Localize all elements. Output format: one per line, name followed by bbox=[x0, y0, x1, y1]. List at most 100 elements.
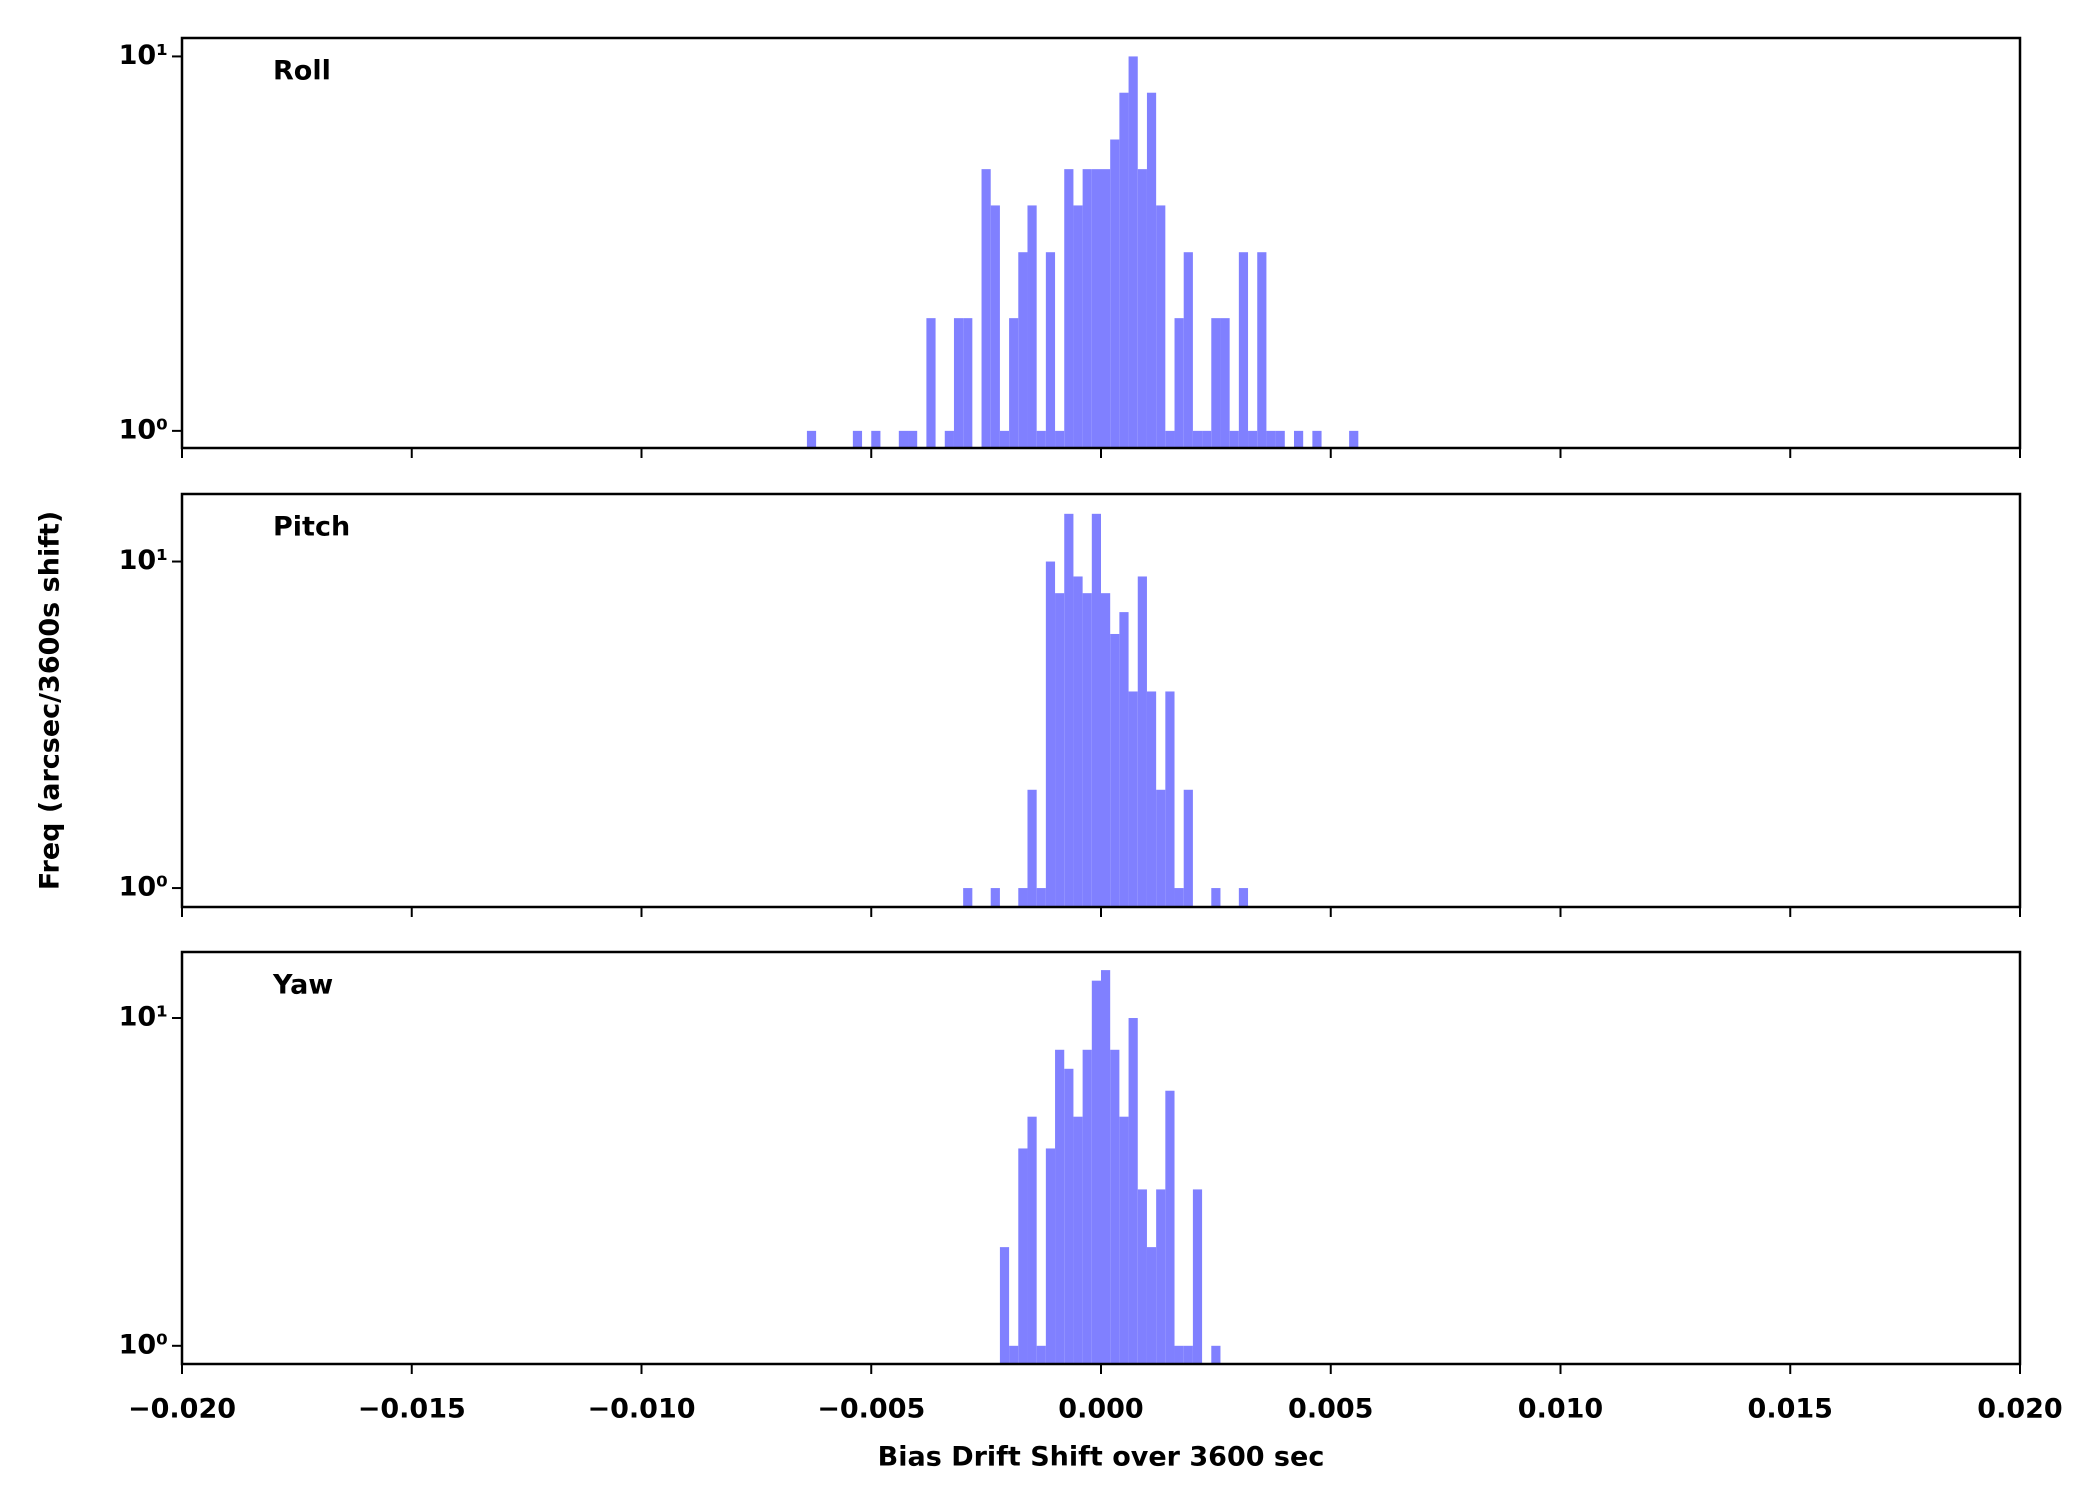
y-tick-label: 10¹ bbox=[119, 40, 168, 71]
panel-label: Yaw bbox=[272, 970, 333, 1001]
bar bbox=[1137, 576, 1147, 907]
bar bbox=[1101, 169, 1111, 448]
bar bbox=[953, 318, 964, 448]
bar bbox=[1165, 430, 1175, 448]
bar bbox=[898, 430, 909, 448]
bar bbox=[1110, 633, 1120, 907]
bar bbox=[981, 169, 991, 448]
bar bbox=[1238, 252, 1249, 448]
y-tick-label: 10⁰ bbox=[119, 872, 168, 903]
bar bbox=[1257, 252, 1267, 448]
bar bbox=[1248, 430, 1258, 448]
bar bbox=[1073, 205, 1083, 448]
bar bbox=[1064, 513, 1074, 907]
bar bbox=[1101, 593, 1111, 907]
y-axis-label: Freq (arcsec/3600s shift) bbox=[35, 511, 66, 890]
bar bbox=[1091, 513, 1101, 907]
bar bbox=[1266, 430, 1276, 448]
bar bbox=[1192, 1189, 1203, 1364]
bar bbox=[1174, 888, 1184, 907]
bar bbox=[1045, 561, 1056, 907]
bar bbox=[1009, 318, 1019, 448]
bar bbox=[1128, 1018, 1138, 1364]
bar bbox=[1055, 1049, 1065, 1364]
bar bbox=[926, 318, 936, 448]
bar bbox=[1220, 318, 1230, 448]
bar bbox=[1027, 205, 1037, 448]
bar bbox=[1119, 1116, 1129, 1364]
bar bbox=[963, 888, 973, 907]
bar bbox=[1183, 789, 1193, 907]
bar bbox=[1009, 1345, 1019, 1364]
bar bbox=[1045, 252, 1056, 448]
x-tick-label: −0.015 bbox=[358, 1394, 466, 1425]
bar bbox=[1183, 252, 1193, 448]
bar bbox=[944, 430, 954, 448]
panel-label: Roll bbox=[273, 56, 331, 87]
bar bbox=[999, 1247, 1010, 1364]
bar bbox=[1156, 205, 1166, 448]
x-tick-label: −0.005 bbox=[817, 1394, 925, 1425]
bar bbox=[1156, 789, 1166, 907]
bar bbox=[1312, 430, 1322, 448]
bar bbox=[1137, 169, 1147, 448]
bar bbox=[1101, 970, 1111, 1364]
x-tick-label: 0.010 bbox=[1518, 1394, 1603, 1425]
bar bbox=[1137, 1189, 1147, 1364]
y-tick-label: 10¹ bbox=[119, 545, 168, 576]
bar bbox=[1018, 252, 1028, 448]
bar bbox=[1110, 1049, 1120, 1364]
y-tick-label: 10⁰ bbox=[119, 414, 168, 445]
bar bbox=[1192, 430, 1203, 448]
bar bbox=[1165, 1090, 1175, 1364]
bar bbox=[1183, 1345, 1193, 1364]
x-tick-label: 0.015 bbox=[1748, 1394, 1833, 1425]
bar bbox=[1146, 1247, 1157, 1364]
bar bbox=[1211, 318, 1221, 448]
bar bbox=[1293, 430, 1304, 448]
bar bbox=[1238, 888, 1249, 907]
y-tick-label: 10⁰ bbox=[119, 1329, 168, 1360]
bar bbox=[1229, 430, 1239, 448]
bar bbox=[1128, 691, 1138, 907]
bar bbox=[1091, 980, 1101, 1364]
bar bbox=[1119, 92, 1129, 449]
bar bbox=[1055, 430, 1065, 448]
x-tick-label: −0.020 bbox=[128, 1394, 236, 1425]
bar bbox=[1027, 789, 1037, 907]
bar bbox=[1045, 1148, 1056, 1364]
bar bbox=[1082, 1049, 1092, 1364]
bar bbox=[908, 430, 918, 448]
bar bbox=[990, 205, 1000, 448]
bar bbox=[1064, 1068, 1074, 1364]
bar bbox=[1275, 430, 1285, 448]
bar bbox=[1027, 1116, 1037, 1364]
x-tick-label: 0.005 bbox=[1288, 1394, 1373, 1425]
bar bbox=[1165, 691, 1175, 907]
bar bbox=[1349, 430, 1359, 448]
x-axis-label: Bias Drift Shift over 3600 sec bbox=[878, 1442, 1325, 1473]
bar bbox=[990, 888, 1000, 907]
x-tick-label: −0.010 bbox=[587, 1394, 695, 1425]
bar bbox=[999, 430, 1010, 448]
bar bbox=[1082, 593, 1092, 907]
bar bbox=[1146, 691, 1157, 907]
bar bbox=[1036, 430, 1046, 448]
bar bbox=[1091, 169, 1101, 448]
bar bbox=[806, 430, 817, 448]
bar bbox=[1156, 1189, 1166, 1364]
bar bbox=[852, 430, 863, 448]
bar bbox=[871, 430, 881, 448]
bar bbox=[1211, 1345, 1221, 1364]
bar bbox=[1174, 318, 1184, 448]
bar bbox=[1073, 576, 1083, 907]
bar bbox=[1018, 1148, 1028, 1364]
bar bbox=[1082, 169, 1092, 448]
bar bbox=[1202, 430, 1212, 448]
x-tick-label: 0.000 bbox=[1058, 1394, 1143, 1425]
bar bbox=[1174, 1345, 1184, 1364]
bar bbox=[1146, 92, 1157, 449]
bar bbox=[1211, 888, 1221, 907]
